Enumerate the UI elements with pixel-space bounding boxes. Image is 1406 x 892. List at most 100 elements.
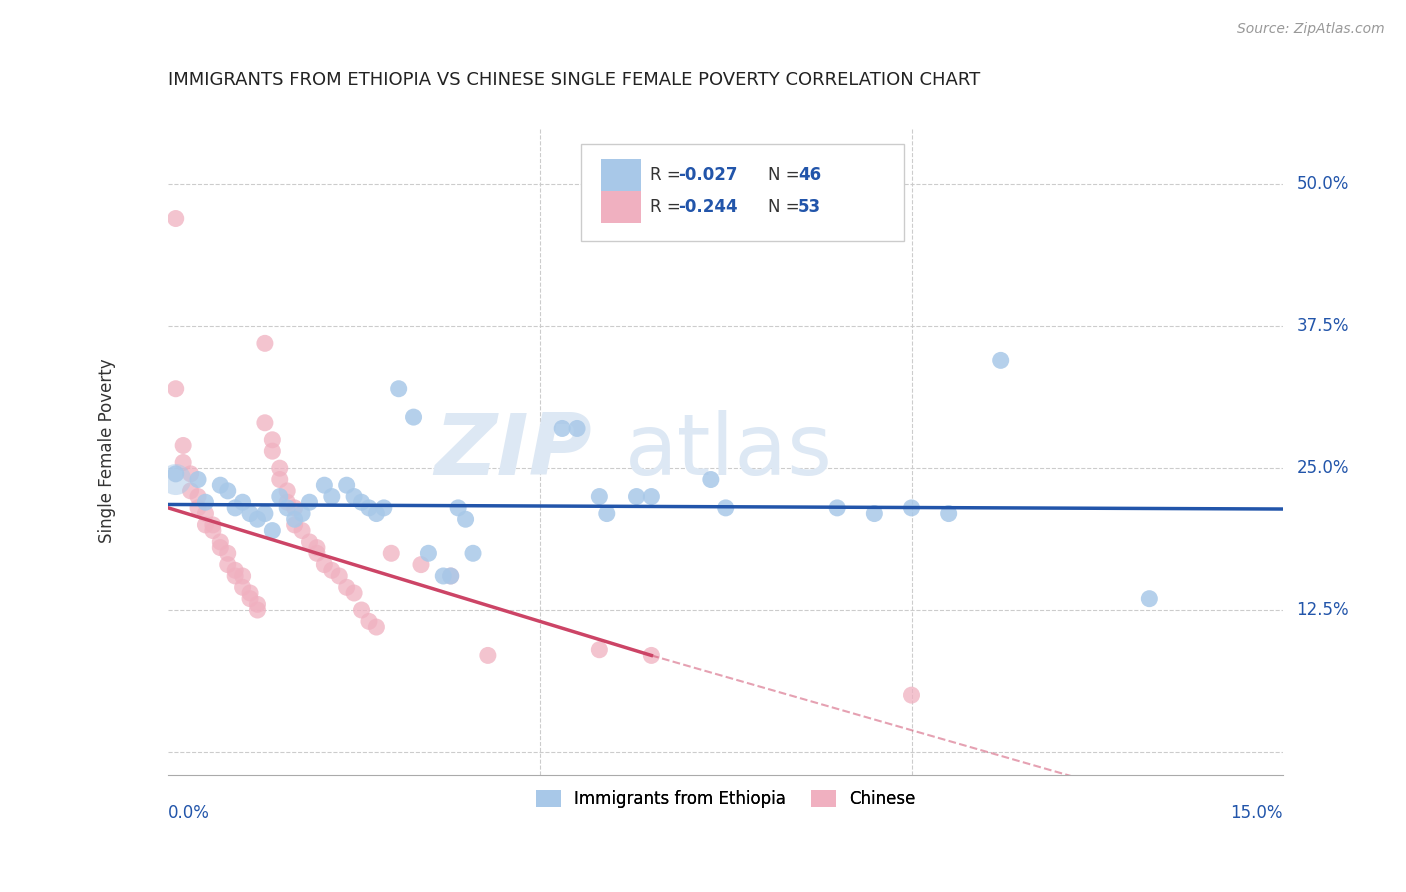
- Point: [165, 473, 187, 487]
- Point: [253, 416, 276, 430]
- FancyBboxPatch shape: [581, 144, 904, 241]
- Point: [596, 507, 619, 521]
- Point: [284, 512, 307, 526]
- Point: [588, 642, 610, 657]
- Point: [336, 580, 359, 594]
- Point: [305, 546, 328, 560]
- Point: [269, 490, 291, 504]
- Point: [209, 541, 232, 555]
- Point: [714, 500, 737, 515]
- Text: 0.0%: 0.0%: [169, 804, 209, 822]
- Text: N =: N =: [768, 166, 806, 184]
- Point: [565, 421, 588, 435]
- Point: [232, 569, 254, 583]
- Text: 53: 53: [799, 198, 821, 216]
- Point: [262, 433, 284, 447]
- Text: 12.5%: 12.5%: [1296, 601, 1350, 619]
- Point: [239, 586, 262, 600]
- Point: [165, 467, 187, 481]
- Point: [284, 500, 307, 515]
- Point: [440, 569, 463, 583]
- Point: [477, 648, 499, 663]
- Point: [863, 507, 886, 521]
- Point: [291, 524, 314, 538]
- Point: [194, 517, 217, 532]
- Point: [900, 688, 922, 702]
- Point: [246, 512, 269, 526]
- Point: [640, 490, 662, 504]
- Text: -0.244: -0.244: [678, 198, 737, 216]
- Point: [269, 461, 291, 475]
- Point: [224, 500, 246, 515]
- Point: [187, 473, 209, 487]
- Point: [350, 603, 373, 617]
- Point: [328, 569, 350, 583]
- Point: [253, 336, 276, 351]
- Point: [201, 517, 224, 532]
- Point: [900, 500, 922, 515]
- Point: [357, 500, 380, 515]
- Point: [314, 558, 336, 572]
- Text: ZIP: ZIP: [434, 409, 592, 492]
- Text: Source: ZipAtlas.com: Source: ZipAtlas.com: [1237, 22, 1385, 37]
- Point: [217, 483, 239, 498]
- Point: [432, 569, 454, 583]
- Text: 37.5%: 37.5%: [1296, 318, 1348, 335]
- Point: [217, 558, 239, 572]
- Point: [194, 507, 217, 521]
- Point: [380, 546, 402, 560]
- Legend: Immigrants from Ethiopia, Chinese: Immigrants from Ethiopia, Chinese: [529, 783, 922, 814]
- Point: [262, 444, 284, 458]
- Point: [388, 382, 411, 396]
- Point: [321, 490, 343, 504]
- Point: [409, 558, 432, 572]
- Text: -0.027: -0.027: [678, 166, 737, 184]
- Text: 25.0%: 25.0%: [1296, 459, 1348, 477]
- Point: [262, 524, 284, 538]
- Point: [246, 598, 269, 612]
- Point: [343, 586, 366, 600]
- Point: [232, 580, 254, 594]
- Text: 15.0%: 15.0%: [1230, 804, 1284, 822]
- Text: atlas: atlas: [626, 409, 834, 492]
- Point: [239, 591, 262, 606]
- Point: [626, 490, 648, 504]
- Point: [224, 569, 246, 583]
- Point: [194, 495, 217, 509]
- Point: [1137, 591, 1160, 606]
- Point: [209, 478, 232, 492]
- Text: R =: R =: [650, 166, 686, 184]
- Point: [447, 500, 470, 515]
- Point: [172, 455, 194, 469]
- Point: [180, 467, 202, 481]
- FancyBboxPatch shape: [600, 192, 641, 223]
- Point: [454, 512, 477, 526]
- Point: [418, 546, 440, 560]
- Point: [217, 546, 239, 560]
- Text: 50.0%: 50.0%: [1296, 176, 1348, 194]
- Text: IMMIGRANTS FROM ETHIOPIA VS CHINESE SINGLE FEMALE POVERTY CORRELATION CHART: IMMIGRANTS FROM ETHIOPIA VS CHINESE SING…: [169, 71, 980, 89]
- Point: [298, 495, 321, 509]
- Text: 46: 46: [799, 166, 821, 184]
- Point: [246, 603, 269, 617]
- Point: [825, 500, 848, 515]
- Point: [284, 517, 307, 532]
- Point: [990, 353, 1012, 368]
- Text: R =: R =: [650, 198, 686, 216]
- Point: [165, 382, 187, 396]
- Point: [305, 541, 328, 555]
- Point: [187, 490, 209, 504]
- Point: [298, 535, 321, 549]
- Point: [269, 473, 291, 487]
- Point: [172, 438, 194, 452]
- Point: [343, 490, 366, 504]
- Point: [402, 410, 425, 425]
- Point: [373, 500, 395, 515]
- Point: [461, 546, 484, 560]
- Point: [700, 473, 723, 487]
- Point: [276, 483, 298, 498]
- Point: [276, 495, 298, 509]
- Point: [224, 563, 246, 577]
- Point: [201, 524, 224, 538]
- Point: [180, 483, 202, 498]
